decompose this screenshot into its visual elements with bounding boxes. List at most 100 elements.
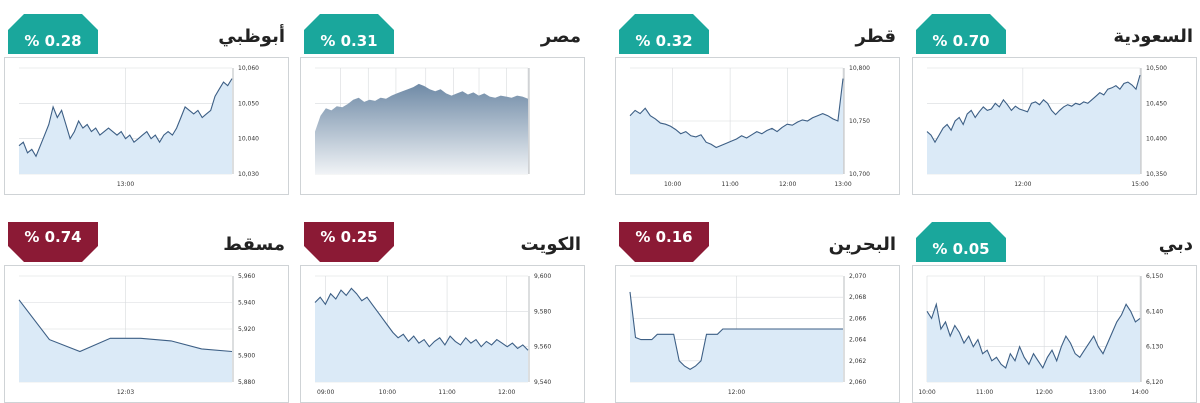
change-badge-up: % 0.05 [916, 222, 1006, 262]
chart-frame: 5,960 5,940 5,920 5,900 5,880 12:03 [4, 265, 289, 403]
change-badge-down: % 0.16 [619, 222, 709, 262]
series-area [315, 83, 528, 174]
change-badge-up: % 0.32 [619, 14, 709, 54]
series-area [19, 78, 232, 174]
x-tick-label: 13:00 [834, 181, 851, 188]
y-tick-label: 5,960 [238, 273, 255, 280]
index-chart: 10,500 10,450 10,400 10,350 12:00 15:00 [926, 65, 1167, 188]
y-tick-label: 2,068 [849, 294, 866, 301]
change-value: % 0.25 [320, 228, 378, 246]
market-name: أبوظبي [218, 26, 285, 47]
y-tick-label: 10,750 [849, 118, 870, 125]
y-tick-label: 2,066 [849, 315, 866, 322]
series-area [630, 78, 843, 174]
change-badge-up: % 0.31 [304, 14, 394, 54]
change-value: % 0.32 [635, 32, 693, 50]
y-tick-label: 10,040 [238, 136, 259, 143]
x-tick-label: 13:00 [1089, 389, 1106, 396]
arrow-down-icon [304, 222, 394, 262]
arrow-up-icon [8, 14, 98, 54]
x-tick-label: 12:00 [498, 389, 515, 396]
chart-frame: 6,150 6,140 6,130 6,120 10:00 11:00 12:00 13:00… [912, 265, 1197, 403]
x-tick-label: 10:00 [664, 181, 681, 188]
chart-frame: 2,070 2,068 2,066 2,064 2,062 2,060 12:00 [615, 265, 900, 403]
y-tick-label: 6,120 [1146, 379, 1163, 386]
market-header: % 0.70 السعودية [912, 0, 1197, 57]
x-tick-label: 09:00 [317, 389, 334, 396]
y-tick-label: 9,540 [534, 379, 551, 386]
x-tick-label: 10:00 [918, 389, 935, 396]
market-header: % 0.74 مسقط [4, 208, 289, 265]
change-value: % 0.28 [24, 32, 82, 50]
arrow-up-icon [619, 14, 709, 54]
y-tick-label: 6,130 [1146, 344, 1163, 351]
y-tick-label: 10,450 [1146, 100, 1167, 107]
y-tick-label: 5,940 [238, 300, 255, 307]
change-badge-up: % 0.28 [8, 14, 98, 54]
y-tick-label: 10,050 [238, 100, 259, 107]
index-chart: 6,150 6,140 6,130 6,120 10:00 11:00 12:00 13:00… [918, 273, 1163, 396]
market-panel: % 0.32 قطر 10,800 10,750 10,700 10:00 11:00 12:… [615, 0, 900, 195]
x-tick-label: 12:03 [117, 389, 134, 396]
x-tick-label: 11:00 [721, 181, 738, 188]
arrow-up-icon [916, 14, 1006, 54]
y-tick-label: 9,560 [534, 344, 551, 351]
market-header: % 0.28 أبوظبي [4, 0, 289, 57]
arrow-down-icon [619, 222, 709, 262]
series-line [314, 287, 529, 351]
x-tick-label: 11:00 [976, 389, 993, 396]
y-tick-label: 10,350 [1146, 171, 1167, 178]
market-header: % 0.25 الكويت [300, 208, 585, 265]
y-tick-label: 6,140 [1146, 308, 1163, 315]
y-tick-label: 6,150 [1146, 273, 1163, 280]
y-tick-label: 5,880 [238, 379, 255, 386]
index-chart: 5,960 5,940 5,920 5,900 5,880 12:03 [18, 273, 255, 396]
chart-frame: 10,060 10,050 10,040 10,030 13:00 [4, 57, 289, 195]
change-value: % 0.70 [932, 32, 990, 50]
index-chart: 9,600 9,580 9,560 9,540 09:00 10:00 11:00 12:00 [314, 273, 551, 396]
chart-frame: 9,600 9,580 9,560 9,540 09:00 10:00 11:00 12:00 [300, 265, 585, 403]
x-tick-label: 12:00 [728, 389, 745, 396]
y-tick-label: 2,070 [849, 273, 866, 280]
market-header: % 0.31 مصر [300, 0, 585, 57]
market-name: قطر [855, 26, 896, 47]
x-tick-label: 14:00 [1131, 389, 1148, 396]
change-value: % 0.74 [24, 228, 82, 246]
series-area [927, 304, 1140, 382]
series-line [926, 302, 1141, 370]
x-tick-label: 12:00 [1014, 181, 1031, 188]
index-chart: 10,060 10,050 10,040 10,030 13:00 [18, 65, 259, 188]
market-name: البحرين [828, 234, 896, 255]
series-line [18, 299, 233, 353]
x-tick-label: 10:00 [379, 389, 396, 396]
y-tick-label: 9,600 [534, 273, 551, 280]
market-panel: % 0.25 الكويت 9,600 9,580 9,560 9,540 09:00 10:… [300, 208, 585, 403]
y-tick-label: 5,920 [238, 326, 255, 333]
market-header: % 0.16 البحرين [615, 208, 900, 265]
index-chart [315, 67, 530, 175]
y-tick-label: 10,800 [849, 65, 870, 72]
market-header: % 0.05 دبي [912, 208, 1197, 265]
y-tick-label: 10,400 [1146, 136, 1167, 143]
market-panel: % 0.31 مصر [300, 0, 585, 195]
change-badge-down: % 0.25 [304, 222, 394, 262]
market-panel: % 0.16 البحرين 2,070 2,068 2,066 2,064 2,062 2,… [615, 208, 900, 403]
market-header: % 0.32 قطر [615, 0, 900, 57]
y-tick-label: 2,064 [849, 337, 866, 344]
market-name: دبي [1158, 234, 1193, 255]
series-line [18, 78, 233, 158]
change-badge-up: % 0.70 [916, 14, 1006, 54]
change-value: % 0.31 [320, 32, 378, 50]
series-line [629, 78, 844, 149]
arrow-down-icon [8, 222, 98, 262]
chart-frame: 10,800 10,750 10,700 10:00 11:00 12:00 13:00 [615, 57, 900, 195]
series-area [927, 75, 1140, 174]
chart-frame [300, 57, 585, 195]
series-area [630, 291, 843, 382]
market-panel: % 0.70 السعودية 10,500 10,450 10,400 10,350 12… [912, 0, 1197, 195]
index-chart: 10,800 10,750 10,700 10:00 11:00 12:00 13:00 [629, 65, 870, 188]
y-tick-label: 10,700 [849, 171, 870, 178]
index-chart: 2,070 2,068 2,066 2,064 2,062 2,060 12:00 [629, 273, 866, 396]
y-tick-label: 10,060 [238, 65, 259, 72]
chart-frame: 10,500 10,450 10,400 10,350 12:00 15:00 [912, 57, 1197, 195]
